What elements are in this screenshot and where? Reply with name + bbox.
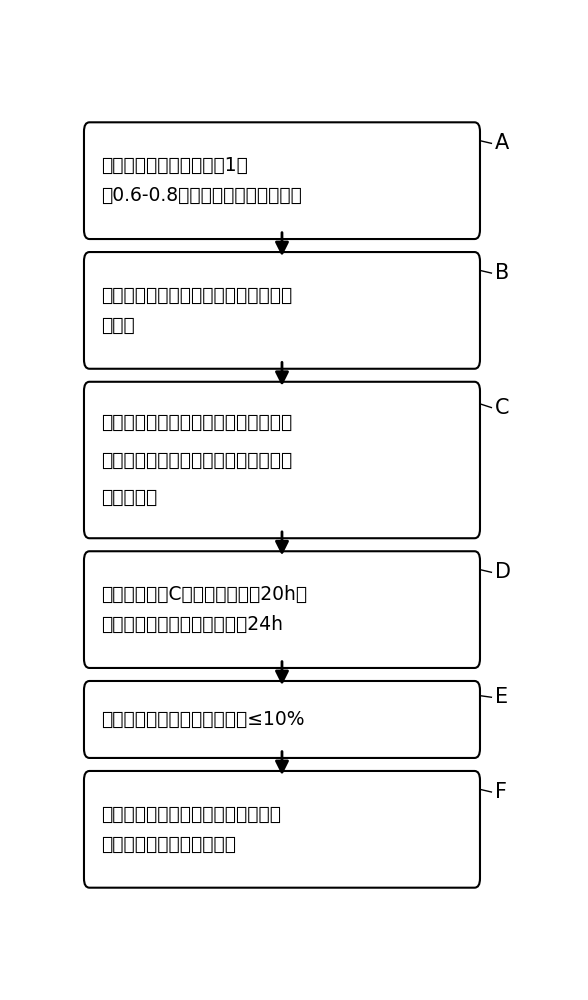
Text: 接种至冷却后的熟豆粕中，搅拌均匀，: 接种至冷却后的熟豆粕中，搅拌均匀， bbox=[101, 451, 292, 470]
Text: B: B bbox=[495, 263, 509, 283]
Text: 连续蒸煮：对预热物料进行蒸煮，得到: 连续蒸煮：对预热物料进行蒸煮，得到 bbox=[101, 286, 292, 305]
Text: 接曲种：将米曲霉曲精与小麦粉混合，: 接曲种：将米曲霉曲精与小麦粉混合， bbox=[101, 413, 292, 432]
FancyBboxPatch shape bbox=[84, 771, 480, 888]
Text: A: A bbox=[495, 133, 509, 153]
Text: 润水：豆粕与水以重量比1：: 润水：豆粕与水以重量比1： bbox=[101, 156, 248, 175]
Text: C: C bbox=[495, 398, 510, 418]
Text: 得到混合料: 得到混合料 bbox=[101, 488, 157, 507]
Text: 低温热风干燥：控制曲料水分≤10%: 低温热风干燥：控制曲料水分≤10% bbox=[101, 710, 305, 729]
Text: （0.6-0.8）投料后，进行物料预热: （0.6-0.8）投料后，进行物料预热 bbox=[101, 186, 302, 205]
Text: 发酵：将步骤C中的混合料发酵20h后: 发酵：将步骤C中的混合料发酵20h后 bbox=[101, 585, 307, 604]
Text: F: F bbox=[495, 782, 507, 802]
Text: 制得圆盘固态好氧发酵豆粕: 制得圆盘固态好氧发酵豆粕 bbox=[101, 835, 236, 854]
Text: E: E bbox=[495, 687, 508, 707]
FancyBboxPatch shape bbox=[84, 681, 480, 758]
FancyBboxPatch shape bbox=[84, 551, 480, 668]
FancyBboxPatch shape bbox=[84, 252, 480, 369]
Text: 接种酿酒酵母菌种，继续发酵24h: 接种酿酒酵母菌种，继续发酵24h bbox=[101, 615, 283, 634]
Text: 熟豆粕: 熟豆粕 bbox=[101, 316, 135, 335]
FancyBboxPatch shape bbox=[84, 382, 480, 538]
Text: D: D bbox=[495, 562, 511, 582]
Text: 出曲、粉碎：曲料出曲后经过粉碎，: 出曲、粉碎：曲料出曲后经过粉碎， bbox=[101, 805, 281, 824]
FancyBboxPatch shape bbox=[84, 122, 480, 239]
